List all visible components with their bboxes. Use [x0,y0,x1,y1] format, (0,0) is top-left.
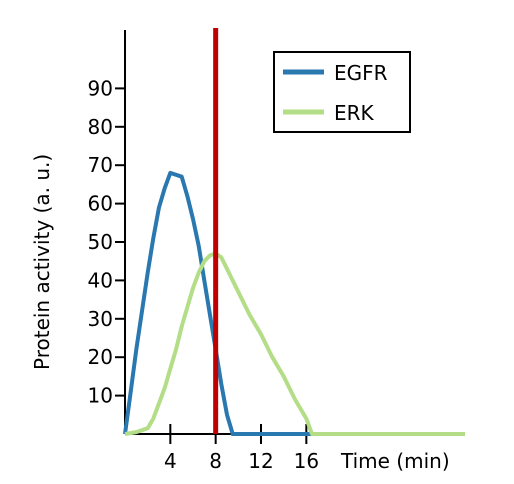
x-tick-label: 8 [209,449,222,473]
series-line-erk [124,251,465,436]
x-tick-label: 4 [164,449,177,473]
x-tick-label: 12 [248,449,273,473]
y-axis-label: Protein activity (a. u.) [30,154,54,370]
y-tick-label: 70 [88,153,113,177]
x-axis-label: Time (min) [340,449,450,473]
legend: EGFR ERK [273,51,411,133]
x-tick-label: 16 [294,449,319,473]
y-tick-label: 20 [88,345,113,369]
y-tick-label: 40 [88,268,113,292]
legend-label-erk: ERK [334,101,375,125]
y-tick-label: 90 [88,76,113,100]
series-line-egfr [123,170,465,436]
legend-box [273,51,411,133]
y-tick-label: 80 [88,115,113,139]
y-tick-label: 10 [88,384,113,408]
y-tick-label: 50 [88,230,113,254]
y-tick-label: 30 [88,307,113,331]
legend-label-egfr: EGFR [334,61,388,85]
y-tick-label: 60 [88,192,113,216]
